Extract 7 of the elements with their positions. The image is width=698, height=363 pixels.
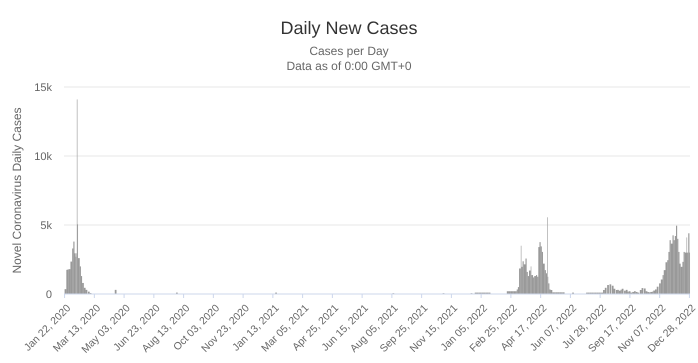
y-tick-label: 5k [40,220,52,232]
y-tick-label: 0 [46,288,52,301]
chart-subtitle: Cases per Day Data as of 0:00 GMT+0 [286,44,412,73]
y-tick-label: 15k [34,82,52,94]
y-tick-label: 10k [34,150,52,163]
chart-title: Daily New Cases [280,18,418,38]
y-axis-title: Novel Coronavirus Daily Cases [10,107,24,274]
